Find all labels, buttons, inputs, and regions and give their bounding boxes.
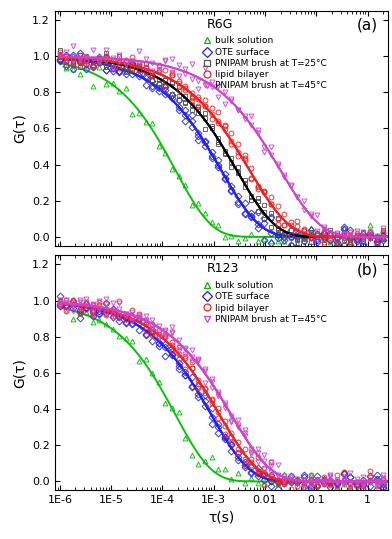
Text: R123: R123 bbox=[207, 262, 239, 275]
Y-axis label: G(τ): G(τ) bbox=[13, 358, 27, 388]
Legend: bulk solution, OTE surface, lipid bilayer, PNIPAM brush at T=45°C: bulk solution, OTE surface, lipid bilaye… bbox=[203, 281, 327, 324]
Text: R6G: R6G bbox=[207, 18, 233, 31]
Text: (a): (a) bbox=[357, 18, 378, 33]
Text: (b): (b) bbox=[357, 262, 378, 278]
X-axis label: τ(s): τ(s) bbox=[209, 511, 234, 525]
Y-axis label: G(τ): G(τ) bbox=[13, 113, 27, 143]
Legend: bulk solution, OTE surface, PNIPAM brush at T=25°C, lipid bilayer, PNIPAM brush : bulk solution, OTE surface, PNIPAM brush… bbox=[203, 37, 327, 91]
